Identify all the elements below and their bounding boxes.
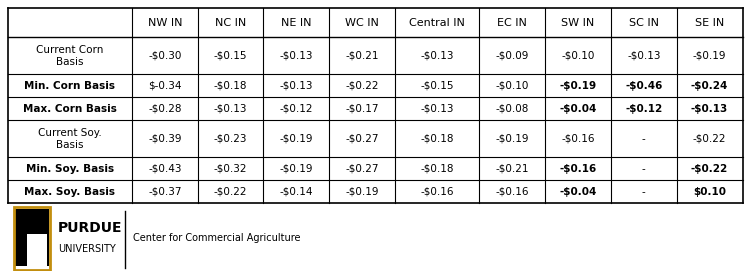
Text: -$0.27: -$0.27 xyxy=(346,134,379,144)
Text: -: - xyxy=(642,164,646,174)
Text: -$0.24: -$0.24 xyxy=(691,81,728,91)
Text: -$0.23: -$0.23 xyxy=(214,134,248,144)
Text: -$0.13: -$0.13 xyxy=(214,104,248,114)
Text: Center for Commercial Agriculture: Center for Commercial Agriculture xyxy=(133,234,300,243)
Text: -$0.16: -$0.16 xyxy=(421,187,454,197)
Text: Max. Soy. Basis: Max. Soy. Basis xyxy=(24,187,116,197)
Text: -$0.22: -$0.22 xyxy=(691,164,728,174)
Text: -$0.19: -$0.19 xyxy=(280,134,313,144)
Text: -$0.21: -$0.21 xyxy=(496,164,529,174)
Text: -$0.43: -$0.43 xyxy=(148,164,182,174)
Text: -$0.18: -$0.18 xyxy=(421,164,454,174)
Text: Current Soy.
Basis: Current Soy. Basis xyxy=(38,128,101,150)
Text: -$0.22: -$0.22 xyxy=(693,134,726,144)
Text: NW IN: NW IN xyxy=(148,18,182,28)
Text: -$0.21: -$0.21 xyxy=(346,51,379,61)
Text: -$0.19: -$0.19 xyxy=(280,164,313,174)
Text: NE IN: NE IN xyxy=(281,18,311,28)
Text: -$0.22: -$0.22 xyxy=(346,81,379,91)
Text: -$0.04: -$0.04 xyxy=(560,187,597,197)
Text: -$0.27: -$0.27 xyxy=(346,164,379,174)
Text: -$0.10: -$0.10 xyxy=(496,81,529,91)
Text: -$0.46: -$0.46 xyxy=(625,81,662,91)
Text: Central IN: Central IN xyxy=(410,18,465,28)
FancyBboxPatch shape xyxy=(15,209,49,266)
Text: -$0.32: -$0.32 xyxy=(214,164,248,174)
Text: -: - xyxy=(642,187,646,197)
Text: Min. Soy. Basis: Min. Soy. Basis xyxy=(26,164,114,174)
Text: -$0.18: -$0.18 xyxy=(421,134,454,144)
Text: Max. Corn Basis: Max. Corn Basis xyxy=(22,104,116,114)
Text: $-0.34: $-0.34 xyxy=(148,81,182,91)
Text: SC IN: SC IN xyxy=(628,18,658,28)
Text: -$0.12: -$0.12 xyxy=(626,104,662,114)
Text: -$0.13: -$0.13 xyxy=(627,51,661,61)
Text: -$0.16: -$0.16 xyxy=(560,164,597,174)
Text: -$0.19: -$0.19 xyxy=(560,81,596,91)
Text: -$0.13: -$0.13 xyxy=(691,104,728,114)
Text: -$0.16: -$0.16 xyxy=(561,134,595,144)
Text: -$0.13: -$0.13 xyxy=(280,81,313,91)
Text: SW IN: SW IN xyxy=(562,18,595,28)
Text: SE IN: SE IN xyxy=(695,18,724,28)
Text: -$0.39: -$0.39 xyxy=(148,134,182,144)
Text: NC IN: NC IN xyxy=(215,18,246,28)
Text: -$0.30: -$0.30 xyxy=(148,51,182,61)
Text: -$0.28: -$0.28 xyxy=(148,104,182,114)
Text: PURDUE: PURDUE xyxy=(58,221,122,235)
Text: -$0.13: -$0.13 xyxy=(421,51,454,61)
Text: UNIVERSITY: UNIVERSITY xyxy=(58,244,116,254)
Text: -$0.22: -$0.22 xyxy=(214,187,248,197)
Text: -$0.09: -$0.09 xyxy=(496,51,529,61)
Text: -$0.08: -$0.08 xyxy=(496,104,529,114)
Text: -$0.16: -$0.16 xyxy=(496,187,529,197)
Text: $0.10: $0.10 xyxy=(693,187,726,197)
Text: -$0.13: -$0.13 xyxy=(280,51,313,61)
Text: -$0.19: -$0.19 xyxy=(693,51,726,61)
FancyBboxPatch shape xyxy=(27,234,46,254)
Text: -$0.14: -$0.14 xyxy=(280,187,313,197)
Text: -$0.10: -$0.10 xyxy=(561,51,595,61)
FancyBboxPatch shape xyxy=(27,244,46,266)
Text: EC IN: EC IN xyxy=(497,18,527,28)
Text: -$0.04: -$0.04 xyxy=(560,104,597,114)
Text: -$0.15: -$0.15 xyxy=(214,51,248,61)
Text: -$0.17: -$0.17 xyxy=(346,104,379,114)
Text: Current Corn
Basis: Current Corn Basis xyxy=(36,45,104,66)
Text: -$0.12: -$0.12 xyxy=(280,104,313,114)
Text: -$0.37: -$0.37 xyxy=(148,187,182,197)
Text: -$0.13: -$0.13 xyxy=(421,104,454,114)
Text: WC IN: WC IN xyxy=(345,18,379,28)
Text: -$0.19: -$0.19 xyxy=(496,134,529,144)
Text: -: - xyxy=(642,134,646,144)
Text: -$0.19: -$0.19 xyxy=(346,187,379,197)
Text: Min. Corn Basis: Min. Corn Basis xyxy=(24,81,116,91)
Text: -$0.15: -$0.15 xyxy=(421,81,454,91)
Text: -$0.18: -$0.18 xyxy=(214,81,248,91)
